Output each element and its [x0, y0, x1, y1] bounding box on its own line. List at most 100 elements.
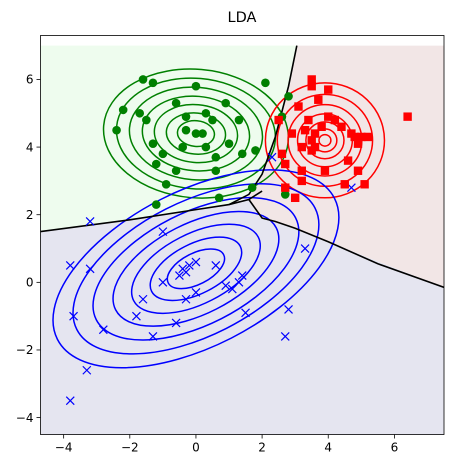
data-point	[85, 217, 95, 226]
data-point	[307, 75, 316, 84]
data-point	[284, 92, 293, 101]
data-point	[151, 200, 161, 209]
data-point	[158, 149, 168, 159]
y-tick-label: 0	[26, 276, 34, 290]
data-point	[174, 271, 184, 281]
data-point	[287, 129, 297, 138]
data-point	[353, 166, 363, 175]
x-tick-label: 4	[324, 441, 332, 455]
decision-boundaries	[40, 45, 444, 289]
data-point	[135, 108, 145, 118]
data-point	[281, 183, 290, 192]
contour-ring	[153, 103, 239, 164]
data-point	[171, 318, 181, 328]
data-point	[131, 311, 141, 321]
data-point	[274, 115, 283, 125]
data-point	[151, 159, 161, 169]
region-class0	[40, 199, 444, 435]
data-point	[224, 139, 234, 149]
data-point	[320, 166, 330, 175]
data-point	[191, 81, 201, 91]
data-point	[307, 82, 316, 91]
x-tick-label: −4	[55, 441, 73, 455]
data-point	[350, 132, 359, 142]
contour-ring	[112, 210, 280, 327]
data-point	[191, 129, 201, 138]
data-point	[277, 149, 287, 159]
data-point	[251, 146, 260, 155]
data-point	[227, 284, 237, 294]
data-point	[403, 112, 412, 121]
data-points	[65, 75, 412, 406]
data-point	[161, 179, 171, 189]
data-point	[201, 142, 211, 152]
data-point	[198, 129, 207, 138]
data-point	[247, 183, 257, 192]
data-point	[184, 261, 194, 270]
contour-ring	[92, 196, 300, 341]
data-point	[181, 112, 191, 121]
data-point	[158, 277, 168, 287]
data-point	[363, 132, 373, 142]
data-point	[261, 78, 270, 88]
data-point	[201, 108, 211, 118]
data-point	[221, 98, 231, 108]
contour-ring	[52, 169, 340, 369]
contour-ring	[72, 183, 320, 355]
data-point	[171, 166, 181, 176]
contour-ring	[176, 119, 216, 148]
data-point	[181, 125, 191, 135]
data-point	[300, 125, 310, 135]
data-point	[353, 139, 363, 148]
y-tick-label: 4	[26, 140, 34, 154]
data-point	[310, 142, 320, 152]
data-point	[211, 152, 221, 162]
y-tick-label: 2	[26, 208, 34, 222]
data-point	[297, 166, 306, 175]
data-point	[181, 267, 191, 277]
data-point	[324, 112, 333, 121]
data-point	[290, 193, 300, 203]
density-contours	[52, 68, 386, 369]
data-point	[148, 332, 158, 341]
chart-title: LDA	[228, 10, 257, 26]
contour-ring	[165, 112, 227, 155]
data-point	[211, 261, 221, 270]
data-point	[65, 396, 75, 406]
data-point	[300, 244, 310, 253]
contour-ring	[149, 236, 243, 302]
data-point	[158, 227, 168, 237]
x-tick-label: −2	[121, 441, 139, 455]
data-point	[304, 115, 313, 125]
contour-ring	[305, 121, 345, 160]
data-point	[281, 159, 290, 169]
y-axis: −4 −2 0 2 4 6	[16, 73, 41, 425]
data-point	[211, 166, 221, 176]
data-point	[357, 132, 366, 142]
data-point	[191, 288, 201, 297]
contour-ring	[130, 223, 262, 315]
data-point	[234, 115, 244, 125]
data-point	[214, 193, 224, 203]
data-point	[310, 129, 320, 138]
data-point	[191, 257, 201, 267]
data-point	[98, 325, 108, 335]
contour-ring	[166, 248, 226, 290]
data-point	[178, 142, 188, 152]
data-point	[142, 115, 151, 125]
boundary-blue-red	[248, 199, 444, 289]
series-class-1	[112, 75, 293, 209]
data-point	[138, 294, 148, 304]
data-point	[294, 102, 303, 111]
data-point	[297, 176, 306, 186]
data-point	[221, 281, 231, 291]
data-point	[82, 365, 92, 375]
data-point	[343, 156, 353, 165]
y-tick-label: 6	[26, 73, 34, 87]
data-point	[317, 122, 326, 131]
data-point	[330, 115, 340, 125]
data-point	[118, 105, 128, 115]
data-point	[280, 332, 290, 341]
data-point	[241, 308, 250, 318]
